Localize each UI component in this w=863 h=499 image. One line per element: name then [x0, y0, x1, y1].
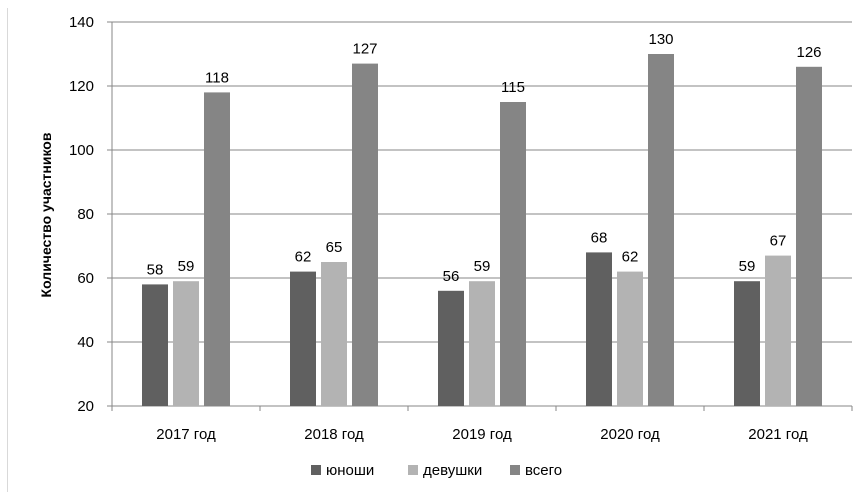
- data-label: 59: [178, 258, 195, 275]
- bar-юноши: [734, 281, 760, 406]
- legend: юноши девушки всего: [311, 462, 562, 479]
- data-label: 56: [443, 268, 460, 285]
- data-label: 127: [352, 41, 377, 58]
- data-label: 59: [739, 258, 756, 275]
- bar-юноши: [142, 284, 168, 406]
- x-tick-label: 2017 год: [156, 426, 216, 443]
- x-tick-label: 2021 год: [748, 426, 808, 443]
- y-tick-label: 40: [77, 334, 94, 351]
- bar-девушки: [173, 281, 199, 406]
- data-label: 59: [474, 258, 491, 275]
- y-tick-label: 20: [77, 398, 94, 415]
- chart-frame-edge: [7, 8, 8, 492]
- bar-всего: [204, 92, 230, 407]
- bar-всего: [352, 63, 378, 406]
- bar-всего: [500, 102, 526, 406]
- data-label: 58: [147, 261, 164, 278]
- bars: [142, 54, 822, 407]
- bar-юноши: [586, 252, 612, 406]
- data-label: 67: [770, 233, 787, 250]
- bar-девушки: [469, 281, 495, 406]
- x-tick-label: 2019 год: [452, 426, 512, 443]
- y-axis-title: Количество участников: [38, 132, 54, 297]
- bar-девушки: [321, 262, 347, 406]
- x-tick-label: 2018 год: [304, 426, 364, 443]
- data-labels: 58 59 118 62 65 127 56 59 115 68 62 130 59 67 126: [147, 31, 822, 285]
- y-axis-ticks: 20 40 60 80 100 120 140: [69, 14, 94, 415]
- y-tick-label: 120: [69, 78, 94, 95]
- legend-label: юноши: [326, 462, 374, 479]
- data-label: 62: [295, 249, 312, 266]
- x-axis-ticks: 2017 год 2018 год 2019 год 2020 год 2021 год: [156, 426, 808, 443]
- legend-swatch-юноши: [311, 465, 321, 475]
- legend-swatch-девушки: [408, 465, 418, 475]
- bar-всего: [796, 66, 822, 407]
- legend-label: всего: [525, 462, 562, 479]
- data-label: 115: [501, 79, 525, 96]
- data-label: 118: [205, 69, 229, 86]
- data-label: 130: [648, 31, 673, 48]
- y-tick-label: 140: [69, 14, 94, 31]
- legend-label: девушки: [423, 462, 482, 479]
- y-tick-label: 60: [77, 270, 94, 287]
- bar-девушки: [765, 255, 791, 406]
- bar-юноши: [438, 290, 464, 406]
- legend-swatch-всего: [510, 465, 520, 475]
- data-label: 126: [796, 44, 821, 61]
- data-label: 62: [622, 249, 639, 266]
- bar-юноши: [290, 271, 316, 406]
- y-tick-label: 100: [69, 142, 94, 159]
- bar-девушки: [617, 271, 643, 406]
- data-label: 65: [326, 239, 343, 256]
- x-tick-label: 2020 год: [600, 426, 660, 443]
- bar-всего: [648, 54, 674, 406]
- gridlines: [107, 21, 853, 411]
- y-tick-label: 80: [77, 206, 94, 223]
- data-label: 68: [591, 229, 608, 246]
